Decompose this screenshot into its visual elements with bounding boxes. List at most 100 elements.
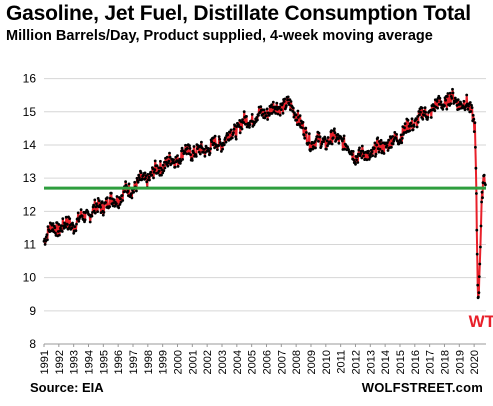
- data-point-marker: [330, 129, 333, 133]
- data-point-marker: [157, 166, 161, 170]
- data-point-marker: [230, 136, 234, 140]
- data-point-marker: [102, 211, 106, 214]
- x-tick-label: 2020: [469, 350, 481, 374]
- x-tick-label: 2007: [276, 350, 288, 374]
- data-point-marker: [305, 131, 308, 134]
- data-point-marker: [188, 147, 192, 150]
- data-point-marker: [153, 159, 157, 163]
- data-point-marker: [93, 198, 97, 202]
- data-point-marker: [416, 120, 420, 124]
- data-point-marker: [209, 147, 213, 151]
- data-point-marker: [477, 291, 481, 294]
- data-point-marker: [367, 149, 370, 153]
- data-point-marker: [410, 124, 413, 128]
- data-point-marker: [120, 194, 124, 197]
- data-point-marker: [462, 99, 466, 103]
- data-point-marker: [139, 171, 143, 175]
- data-point-marker: [77, 219, 81, 223]
- data-point-marker: [449, 102, 453, 106]
- data-point-marker: [342, 134, 346, 138]
- data-point-marker: [242, 121, 246, 124]
- data-point-marker: [232, 131, 235, 135]
- x-tick-label: 2002: [202, 350, 214, 374]
- data-point-marker: [301, 126, 304, 130]
- data-point-marker: [323, 137, 327, 141]
- data-point-marker: [391, 142, 395, 146]
- data-point-marker: [235, 125, 239, 128]
- data-point-marker: [480, 190, 484, 194]
- data-point-marker: [46, 225, 50, 229]
- data-point-marker: [115, 202, 118, 206]
- data-point-marker: [143, 171, 147, 175]
- x-tick-label: 2010: [321, 350, 333, 374]
- data-point-marker: [59, 226, 62, 230]
- data-point-marker: [386, 141, 389, 145]
- data-point-marker: [418, 113, 421, 117]
- x-tick-label: 1995: [98, 350, 110, 374]
- data-point-marker: [202, 147, 206, 151]
- data-point-marker: [374, 155, 377, 158]
- data-point-marker: [479, 224, 483, 228]
- data-point-marker: [317, 131, 321, 135]
- data-point-marker: [57, 223, 61, 226]
- data-point-marker: [265, 107, 269, 111]
- data-point-marker: [149, 170, 153, 174]
- data-point-marker: [45, 233, 49, 237]
- data-point-marker: [471, 113, 475, 117]
- data-point-marker: [68, 217, 72, 221]
- data-point-marker: [212, 136, 215, 140]
- data-point-marker: [376, 136, 380, 140]
- data-point-marker: [466, 107, 470, 111]
- data-point-marker: [104, 201, 107, 204]
- data-point-marker: [459, 102, 463, 106]
- data-point-marker: [415, 125, 419, 129]
- data-point-marker: [140, 177, 144, 181]
- data-point-marker: [393, 131, 397, 134]
- data-point-marker: [70, 226, 74, 230]
- data-point-marker: [333, 127, 336, 131]
- data-point-marker: [286, 95, 290, 99]
- data-point-marker: [333, 131, 337, 135]
- data-point-marker: [155, 164, 159, 168]
- data-point-marker: [270, 103, 273, 107]
- x-tick-label: 2018: [439, 350, 451, 374]
- data-point-marker: [424, 110, 427, 114]
- data-point-marker: [123, 190, 127, 193]
- data-point-marker: [374, 152, 378, 156]
- data-point-marker: [166, 164, 170, 168]
- data-point-marker: [135, 176, 139, 180]
- data-point-marker: [356, 161, 360, 164]
- data-point-marker: [229, 128, 233, 132]
- y-tick-labels: 8 9 10 11 12 13 14 15 16: [23, 72, 37, 351]
- data-point-marker: [210, 140, 214, 144]
- data-point-marker: [261, 112, 265, 116]
- data-point-marker: [347, 148, 350, 152]
- data-point-marker: [117, 206, 121, 210]
- data-point-marker: [165, 155, 169, 159]
- data-point-marker: [468, 101, 472, 104]
- data-point-marker: [314, 138, 318, 141]
- data-point-marker: [74, 229, 78, 233]
- data-point-marker: [477, 295, 480, 299]
- data-point-marker: [409, 121, 413, 125]
- data-point-marker: [184, 143, 187, 147]
- data-point-marker: [301, 120, 305, 124]
- data-point-marker: [203, 154, 207, 158]
- data-point-marker: [370, 150, 374, 154]
- data-point-marker: [93, 211, 97, 215]
- data-point-marker: [80, 214, 84, 218]
- data-point-marker: [465, 93, 469, 97]
- data-point-marker: [173, 165, 177, 169]
- data-point-marker: [302, 133, 306, 137]
- data-point-marker: [283, 97, 287, 101]
- data-point-marker: [133, 180, 137, 184]
- data-point-marker: [213, 134, 217, 138]
- data-point-marker: [398, 141, 401, 145]
- data-point-marker: [248, 126, 251, 129]
- data-point-marker: [163, 166, 167, 170]
- data-point-marker: [482, 173, 486, 177]
- data-point-marker: [403, 126, 406, 130]
- data-point-marker: [153, 168, 157, 172]
- data-point-marker: [201, 150, 205, 154]
- data-point-marker: [318, 135, 322, 139]
